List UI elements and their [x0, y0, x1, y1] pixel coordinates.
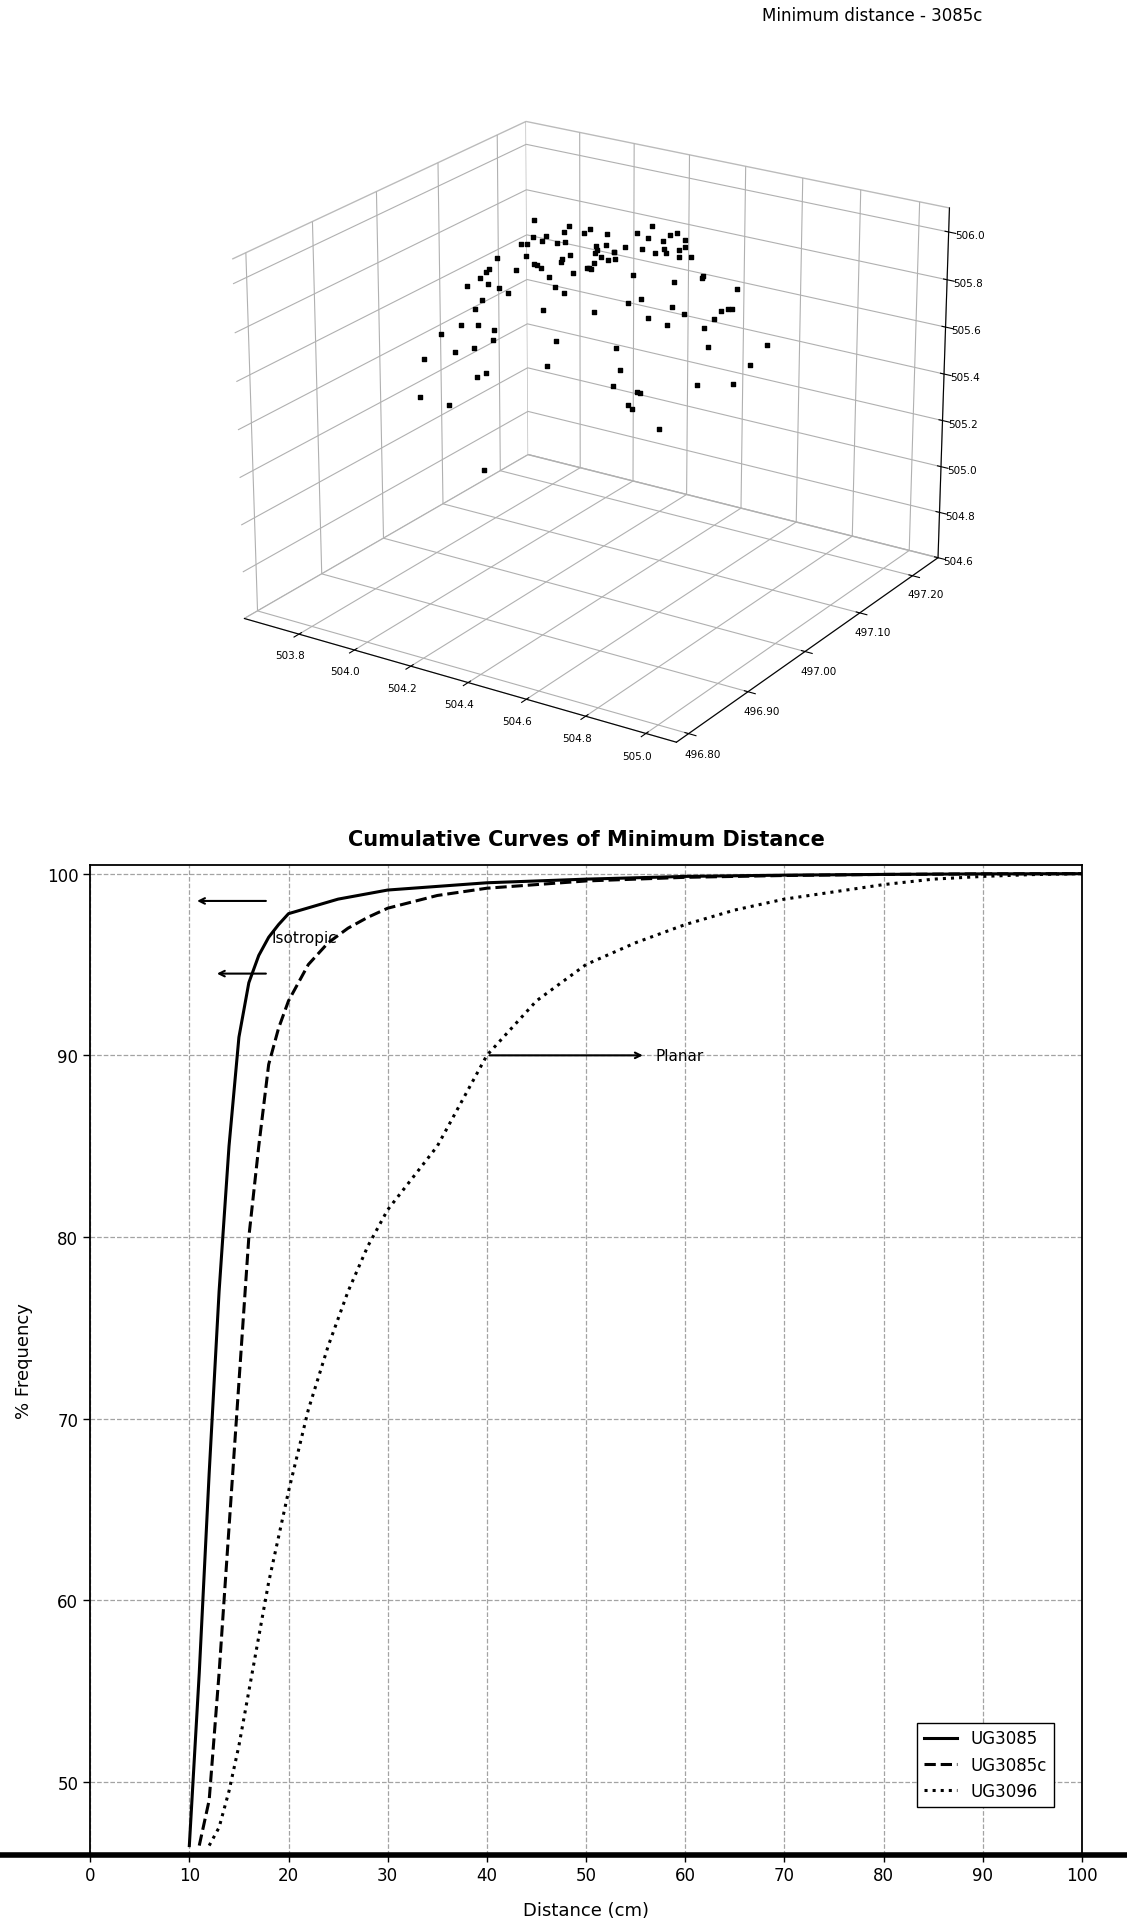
UG3085: [242, 972, 256, 995]
UG3085c: [302, 952, 316, 976]
UG3085c: [431, 885, 444, 908]
UG3096: [877, 873, 890, 896]
UG3096: [827, 881, 841, 904]
UG3096: [282, 1480, 295, 1503]
UG3085: [232, 1026, 246, 1049]
UG3085c: [1075, 864, 1089, 887]
UG3096: [926, 867, 940, 891]
Text: Isotropic: Isotropic: [272, 931, 337, 945]
UG3085c: [252, 1134, 266, 1157]
UG3096: [321, 1335, 335, 1358]
X-axis label: Distance (cm): Distance (cm): [523, 1901, 649, 1918]
UG3085c: [778, 864, 791, 887]
UG3085c: [232, 1372, 246, 1395]
UG3085: [678, 866, 692, 889]
UG3085: [212, 1281, 225, 1304]
UG3096: [530, 989, 543, 1012]
UG3096: [272, 1526, 285, 1549]
UG3085c: [242, 1225, 256, 1248]
UG3085: [282, 902, 295, 925]
UG3085c: [321, 931, 335, 954]
UG3085: [252, 945, 266, 968]
Line: UG3085: UG3085: [189, 875, 1082, 1845]
UG3096: [976, 866, 990, 889]
UG3085c: [272, 1016, 285, 1039]
UG3085c: [193, 1833, 206, 1857]
UG3085: [261, 925, 275, 949]
UG3096: [261, 1571, 275, 1594]
UG3085: [331, 889, 345, 912]
UG3096: [302, 1399, 316, 1422]
Line: UG3096: UG3096: [210, 875, 1082, 1845]
Text: Minimum distance - 3085c: Minimum distance - 3085c: [762, 6, 982, 25]
UG3085c: [282, 989, 295, 1012]
UG3085: [183, 1833, 196, 1857]
UG3096: [579, 952, 593, 976]
UG3085c: [203, 1789, 216, 1812]
UG3096: [728, 898, 742, 922]
UG3085c: [212, 1662, 225, 1685]
UG3085c: [976, 864, 990, 887]
UG3096: [480, 1043, 494, 1066]
Text: Planar: Planar: [656, 1049, 703, 1063]
UG3085: [778, 864, 791, 887]
Line: UG3085c: UG3085c: [199, 875, 1082, 1845]
UG3096: [778, 889, 791, 912]
UG3085c: [222, 1517, 236, 1540]
UG3085: [480, 871, 494, 895]
UG3085c: [877, 864, 890, 887]
UG3085: [222, 1134, 236, 1157]
UG3085c: [341, 918, 355, 941]
UG3085: [877, 864, 890, 887]
UG3085: [381, 879, 394, 902]
UG3085: [272, 914, 285, 937]
UG3096: [1075, 864, 1089, 887]
UG3085: [579, 867, 593, 891]
UG3096: [629, 931, 642, 954]
UG3096: [341, 1281, 355, 1304]
Title: Cumulative Curves of Minimum Distance: Cumulative Curves of Minimum Distance: [347, 829, 825, 850]
UG3096: [242, 1679, 256, 1702]
UG3085c: [361, 906, 374, 929]
UG3085c: [381, 896, 394, 920]
UG3096: [678, 914, 692, 937]
UG3085: [203, 1463, 216, 1486]
UG3096: [381, 1198, 394, 1221]
Legend: UG3085, UG3085c, UG3096: UG3085, UG3085c, UG3096: [917, 1723, 1054, 1806]
Y-axis label: % Frequency: % Frequency: [15, 1302, 33, 1418]
UG3085: [976, 864, 990, 887]
UG3085c: [261, 1053, 275, 1076]
UG3085c: [678, 866, 692, 889]
UG3096: [232, 1735, 246, 1758]
UG3096: [1026, 864, 1039, 887]
UG3085: [1075, 864, 1089, 887]
UG3096: [212, 1816, 225, 1839]
UG3085: [193, 1662, 206, 1685]
UG3096: [222, 1779, 236, 1803]
UG3096: [252, 1625, 266, 1648]
UG3096: [203, 1833, 216, 1857]
UG3096: [361, 1235, 374, 1258]
UG3085c: [480, 877, 494, 900]
UG3085c: [579, 869, 593, 893]
UG3096: [431, 1134, 444, 1157]
